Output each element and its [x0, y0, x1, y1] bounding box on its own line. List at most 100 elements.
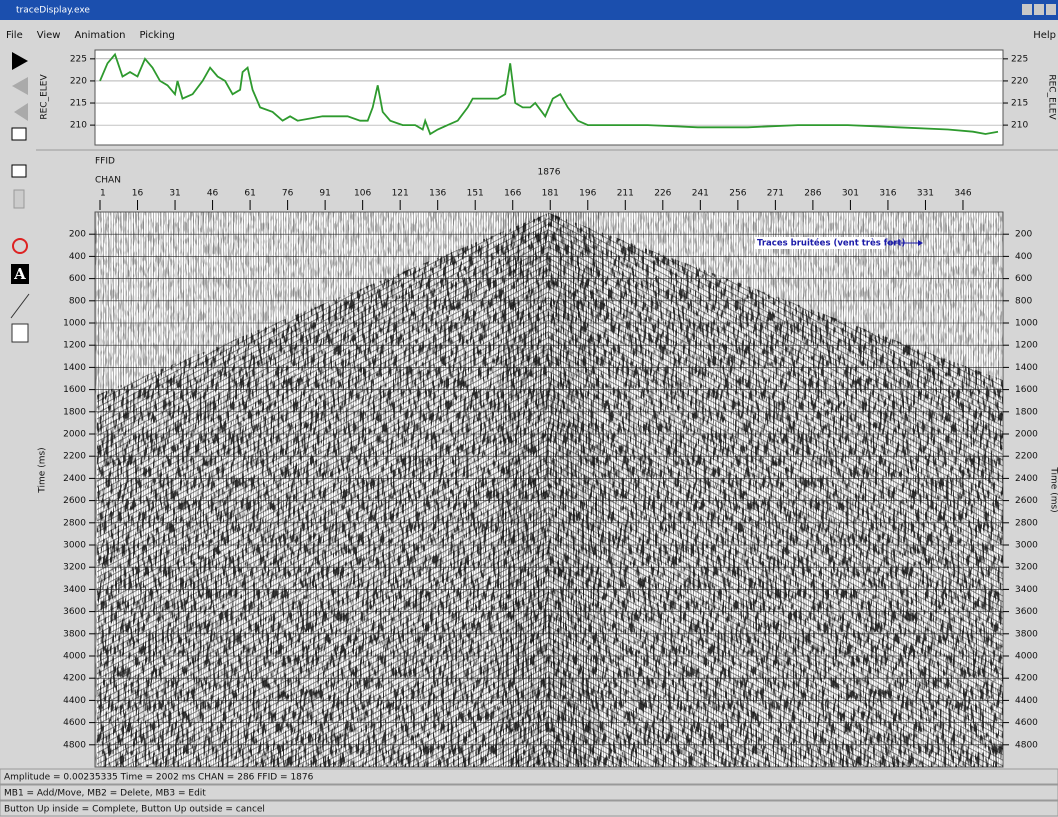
x-tick-label: 151	[467, 189, 484, 199]
y-tick-label: 4000	[63, 652, 86, 662]
text-icon-glyph: A	[13, 265, 26, 283]
y-tick-label-right: 2000	[1015, 430, 1038, 440]
y-tick-label-right: 4000	[1015, 652, 1038, 662]
play-icon[interactable]	[12, 52, 28, 70]
y-tick-label: 800	[69, 296, 86, 306]
y-tick-label-right: 3800	[1015, 629, 1038, 639]
y-tick-label-right: 1800	[1015, 407, 1038, 417]
y-tick-label: 2000	[63, 430, 86, 440]
elevation-axis-label: REC_ELEV	[40, 74, 50, 120]
y-tick-label-right: 1000	[1015, 319, 1038, 329]
ffid-value: 1876	[538, 168, 561, 178]
x-tick-label: 226	[654, 189, 671, 199]
channel-axis: 1163146617691106121136151166181196211226…	[100, 189, 972, 211]
x-tick-label: 196	[579, 189, 596, 199]
x-tick-label: 271	[767, 189, 784, 199]
menu-item[interactable]: Animation	[74, 30, 125, 41]
y-tick-label: 600	[69, 274, 86, 284]
y-tick-label-right: 2400	[1015, 474, 1038, 484]
status-bar: Amplitude = 0.00235335 Time = 2002 ms CH…	[0, 769, 1058, 816]
y-tick-label-right: 1200	[1015, 341, 1038, 351]
y-tick-label: 1600	[63, 385, 86, 395]
y-tick-label: 400	[69, 252, 86, 262]
x-tick-label: 76	[282, 189, 294, 199]
y-tick-label: 2400	[63, 474, 86, 484]
annotation: Traces bruitées (vent très fort)	[757, 238, 906, 249]
pick-icon[interactable]	[13, 239, 27, 253]
y-tick-label: 210	[70, 121, 87, 131]
menu-item[interactable]: File	[6, 30, 23, 41]
minimize-button[interactable]	[1022, 4, 1032, 15]
x-tick-label: 316	[879, 189, 896, 199]
noise	[95, 212, 1003, 767]
x-tick-label: 211	[617, 189, 634, 199]
y-tick-label-right: 3200	[1015, 563, 1038, 573]
y-tick-label: 4200	[63, 674, 86, 684]
hand-icon[interactable]	[14, 190, 24, 208]
title-bar	[0, 0, 1058, 20]
x-tick-label: 121	[392, 189, 409, 199]
y-tick-label: 1400	[63, 363, 86, 373]
x-tick-label: 136	[429, 189, 446, 199]
x-tick-label: 346	[954, 189, 971, 199]
y-tick-label: 3000	[63, 541, 86, 551]
y-tick-label: 3200	[63, 563, 86, 573]
page-icon[interactable]	[12, 324, 28, 342]
window-icon[interactable]	[12, 128, 26, 140]
y-tick-label-right: 4200	[1015, 674, 1038, 684]
x-tick-label: 106	[354, 189, 371, 199]
x-tick-label: 31	[169, 189, 180, 199]
y-tick-label-right: 1400	[1015, 363, 1038, 373]
maximize-button[interactable]	[1034, 4, 1044, 15]
time-axis-label-right: Time (ms)	[1049, 466, 1058, 512]
window-title: traceDisplay.exe	[16, 6, 90, 16]
y-tick-label-right: 1600	[1015, 385, 1038, 395]
toolbar: A	[11, 52, 29, 342]
status-text: MB1 = Add/Move, MB2 = Delete, MB3 = Edit	[4, 789, 206, 799]
x-tick-label: 256	[729, 189, 746, 199]
y-tick-label: 1200	[63, 341, 86, 351]
elevation-plot	[95, 50, 1003, 145]
y-tick-label: 3400	[63, 585, 86, 595]
y-tick-label: 220	[70, 76, 87, 86]
status-text: Button Up inside = Complete, Button Up o…	[4, 805, 265, 815]
x-tick-label: 181	[542, 189, 559, 199]
y-tick-label: 225	[70, 54, 87, 64]
x-tick-label: 301	[842, 189, 859, 199]
first-icon[interactable]	[14, 103, 28, 121]
y-tick-label: 215	[70, 99, 87, 109]
y-tick-label-right: 3000	[1015, 541, 1038, 551]
menu-help[interactable]: Help	[1033, 30, 1056, 41]
close-button[interactable]	[1046, 4, 1056, 15]
menu-item[interactable]: View	[37, 30, 61, 41]
y-tick-label-right: 220	[1011, 76, 1028, 86]
ffid-label: FFID	[95, 157, 115, 167]
y-tick-label-right: 600	[1015, 274, 1032, 284]
y-tick-label: 2800	[63, 518, 86, 528]
y-tick-label-right: 4800	[1015, 740, 1038, 750]
y-tick-label: 4400	[63, 696, 86, 706]
page: traceDisplay.exe File View Animation Pickin…	[0, 0, 1058, 817]
x-tick-label: 61	[244, 189, 255, 199]
x-tick-label: 16	[132, 189, 144, 199]
y-tick-label-right: 215	[1011, 99, 1028, 109]
x-tick-label: 91	[319, 189, 330, 199]
window-icon[interactable]	[12, 165, 26, 177]
y-tick-label: 4600	[63, 718, 86, 728]
x-tick-label: 331	[917, 189, 934, 199]
time-axis-label: Time (ms)	[38, 447, 48, 493]
slope-icon[interactable]	[11, 294, 29, 318]
x-tick-label: 166	[504, 189, 521, 199]
back-icon[interactable]	[12, 77, 28, 95]
y-tick-label-right: 225	[1011, 54, 1028, 64]
y-tick-label-right: 400	[1015, 252, 1032, 262]
y-tick-label-right: 4400	[1015, 696, 1038, 706]
x-tick-label: 241	[692, 189, 709, 199]
screen: traceDisplay.exe File View Animation Pickin…	[0, 0, 1058, 817]
y-tick-label-right: 800	[1015, 296, 1032, 306]
y-tick-label: 200	[69, 230, 86, 240]
menu-item[interactable]: Picking	[139, 30, 174, 41]
y-tick-label: 3600	[63, 607, 86, 617]
x-tick-label: 1	[100, 189, 106, 199]
y-tick-label-right: 3400	[1015, 585, 1038, 595]
